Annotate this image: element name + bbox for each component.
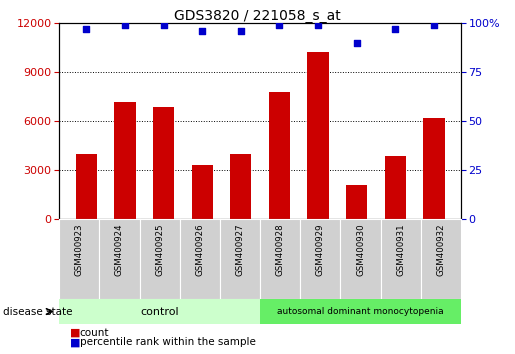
Text: GSM400925: GSM400925 [155,223,164,276]
Point [314,22,322,28]
Point [121,22,129,28]
Text: count: count [80,328,109,338]
Text: GSM400926: GSM400926 [195,223,204,276]
Point [352,40,360,45]
Point [430,22,438,28]
Text: autosomal dominant monocytopenia: autosomal dominant monocytopenia [277,307,444,316]
Text: GSM400929: GSM400929 [316,223,325,276]
Point [82,26,91,32]
Text: GSM400930: GSM400930 [356,223,365,276]
Bar [153,107,174,219]
Text: GSM400923: GSM400923 [75,223,84,276]
Text: GSM400924: GSM400924 [115,223,124,276]
Bar [114,102,135,219]
Text: disease state: disease state [3,307,72,316]
Point [236,28,245,34]
Text: ■: ■ [70,328,80,338]
Text: percentile rank within the sample: percentile rank within the sample [80,337,256,347]
Bar [269,92,290,219]
Text: GSM400931: GSM400931 [396,223,405,276]
Point [159,22,167,28]
Point [391,26,400,32]
Bar [346,185,367,219]
Bar [230,154,251,219]
Text: GSM400932: GSM400932 [436,223,445,276]
Bar [307,52,329,219]
Bar [385,156,406,219]
Text: control: control [140,307,179,316]
Text: GDS3820 / 221058_s_at: GDS3820 / 221058_s_at [174,9,341,23]
Point [198,28,206,34]
Bar [423,118,444,219]
Text: GSM400927: GSM400927 [235,223,245,276]
Bar [192,165,213,219]
Text: GSM400928: GSM400928 [276,223,285,276]
Bar [76,154,97,219]
Text: ■: ■ [70,337,80,347]
Point [275,22,283,28]
